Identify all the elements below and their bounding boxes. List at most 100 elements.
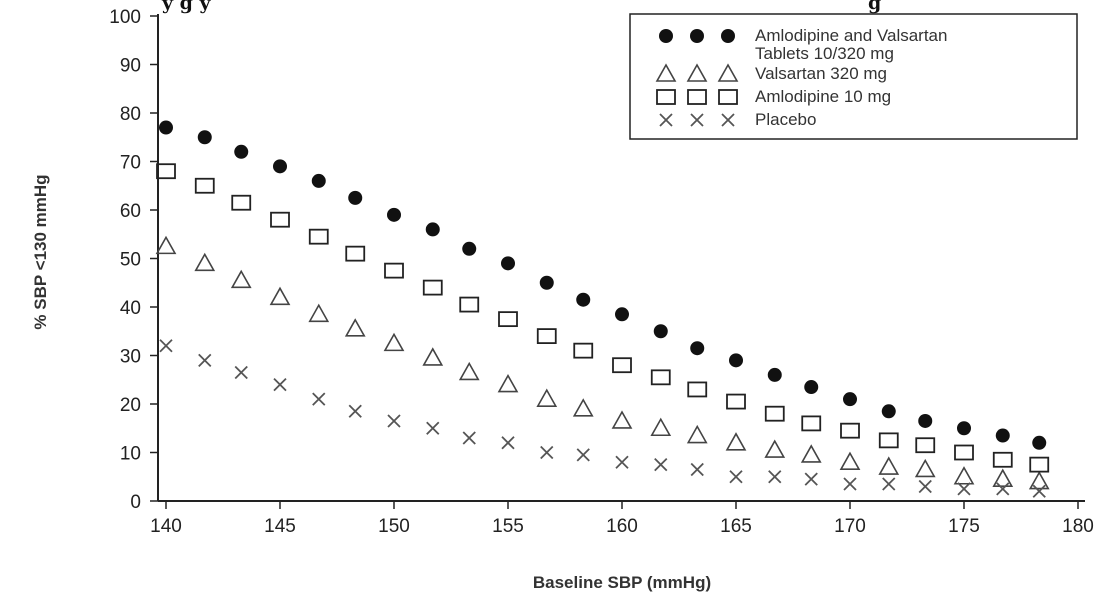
data-point xyxy=(234,365,248,380)
data-point xyxy=(914,458,936,478)
data-points xyxy=(155,120,1050,498)
data-point xyxy=(540,445,554,460)
y-tick-label: 90 xyxy=(120,56,141,77)
data-point xyxy=(690,341,705,356)
series-1 xyxy=(155,235,1050,490)
data-point xyxy=(612,357,632,374)
x-tick-label: 170 xyxy=(834,516,866,537)
legend-label: Placebo xyxy=(755,110,816,129)
data-point xyxy=(198,353,212,367)
data-point xyxy=(576,448,590,462)
data-point xyxy=(539,275,554,290)
chart-title-fragment: y g y xyxy=(161,0,212,14)
legend-marker xyxy=(690,113,704,127)
data-point xyxy=(729,353,743,368)
data-point xyxy=(804,472,818,486)
x-tick-label: 155 xyxy=(492,516,524,537)
x-tick-label: 140 xyxy=(150,516,182,537)
series-3 xyxy=(159,339,1046,498)
data-point xyxy=(767,367,782,382)
y-tick-label: 70 xyxy=(120,153,141,174)
data-point xyxy=(572,398,594,417)
data-point xyxy=(995,428,1010,443)
data-point xyxy=(764,405,785,422)
data-point xyxy=(650,369,671,386)
data-point xyxy=(615,455,629,469)
data-point xyxy=(653,324,668,339)
data-point xyxy=(348,404,362,418)
data-point xyxy=(843,477,857,491)
data-point xyxy=(992,451,1013,468)
data-point xyxy=(1032,435,1047,450)
data-point xyxy=(840,422,860,439)
data-point xyxy=(801,415,822,432)
data-point xyxy=(881,404,896,419)
data-point xyxy=(194,252,216,272)
data-point xyxy=(843,392,857,407)
data-point xyxy=(462,241,477,256)
series-0 xyxy=(159,120,1047,450)
data-point xyxy=(1029,456,1050,473)
data-point xyxy=(725,432,747,451)
data-point xyxy=(501,256,515,271)
data-point xyxy=(576,292,591,307)
y-tick-label: 60 xyxy=(120,201,141,222)
legend-marker xyxy=(721,29,735,43)
data-point xyxy=(459,296,480,313)
data-point xyxy=(915,437,936,454)
y-tick-label: 100 xyxy=(109,7,141,28)
legend-label: Amlodipine and Valsartan xyxy=(755,26,947,45)
x-tick-label: 145 xyxy=(264,516,296,537)
legend-marker xyxy=(655,63,677,82)
axis-ticks: 140 145 150 155 160 165 170 175 180 0 10 20 30 40 50 60… xyxy=(109,7,1094,537)
y-tick-label: 20 xyxy=(120,395,141,416)
legend-label-line2: Tablets 10/320 mg xyxy=(755,44,894,63)
legend-marker xyxy=(656,89,676,105)
data-point xyxy=(269,286,291,306)
data-point xyxy=(839,451,861,471)
y-tick-label: 30 xyxy=(120,347,141,368)
data-point xyxy=(156,163,176,180)
data-point xyxy=(1032,484,1046,498)
y-tick-label: 80 xyxy=(120,104,141,125)
data-point xyxy=(234,144,249,159)
data-point xyxy=(882,477,896,491)
x-tick-label: 165 xyxy=(720,516,752,537)
data-point xyxy=(312,392,326,406)
data-point xyxy=(197,130,212,145)
legend-box xyxy=(629,13,1078,140)
data-point xyxy=(764,439,786,458)
data-point xyxy=(726,393,746,410)
data-point xyxy=(344,318,366,337)
y-tick-label: 50 xyxy=(120,250,141,271)
legend-marker xyxy=(686,63,708,82)
data-point xyxy=(311,173,326,188)
data-point xyxy=(384,262,404,279)
data-point xyxy=(270,211,290,228)
y-tick-label: 10 xyxy=(120,444,141,465)
x-tick-label: 150 xyxy=(378,516,410,537)
data-point xyxy=(954,444,974,461)
legend-marker xyxy=(690,29,704,43)
y-tick-label: 40 xyxy=(120,298,141,319)
data-point xyxy=(458,361,480,381)
data-point xyxy=(996,482,1010,496)
data-point xyxy=(426,421,440,435)
data-point xyxy=(878,456,900,475)
data-point xyxy=(383,332,405,352)
data-point xyxy=(611,410,633,429)
data-point xyxy=(1028,470,1050,490)
data-point xyxy=(918,479,932,494)
legend-label: Valsartan 320 mg xyxy=(755,64,887,83)
data-point xyxy=(231,194,252,211)
data-point xyxy=(957,482,971,496)
data-point xyxy=(953,466,975,485)
x-axis-label: Baseline SBP (mmHg) xyxy=(533,573,711,592)
data-point xyxy=(804,380,819,395)
data-point xyxy=(729,470,743,484)
x-tick-label: 175 xyxy=(948,516,980,537)
legend-label: Amlodipine 10 mg xyxy=(755,87,891,106)
data-point xyxy=(654,457,668,472)
chart-title-fragment-end: g xyxy=(868,0,881,14)
